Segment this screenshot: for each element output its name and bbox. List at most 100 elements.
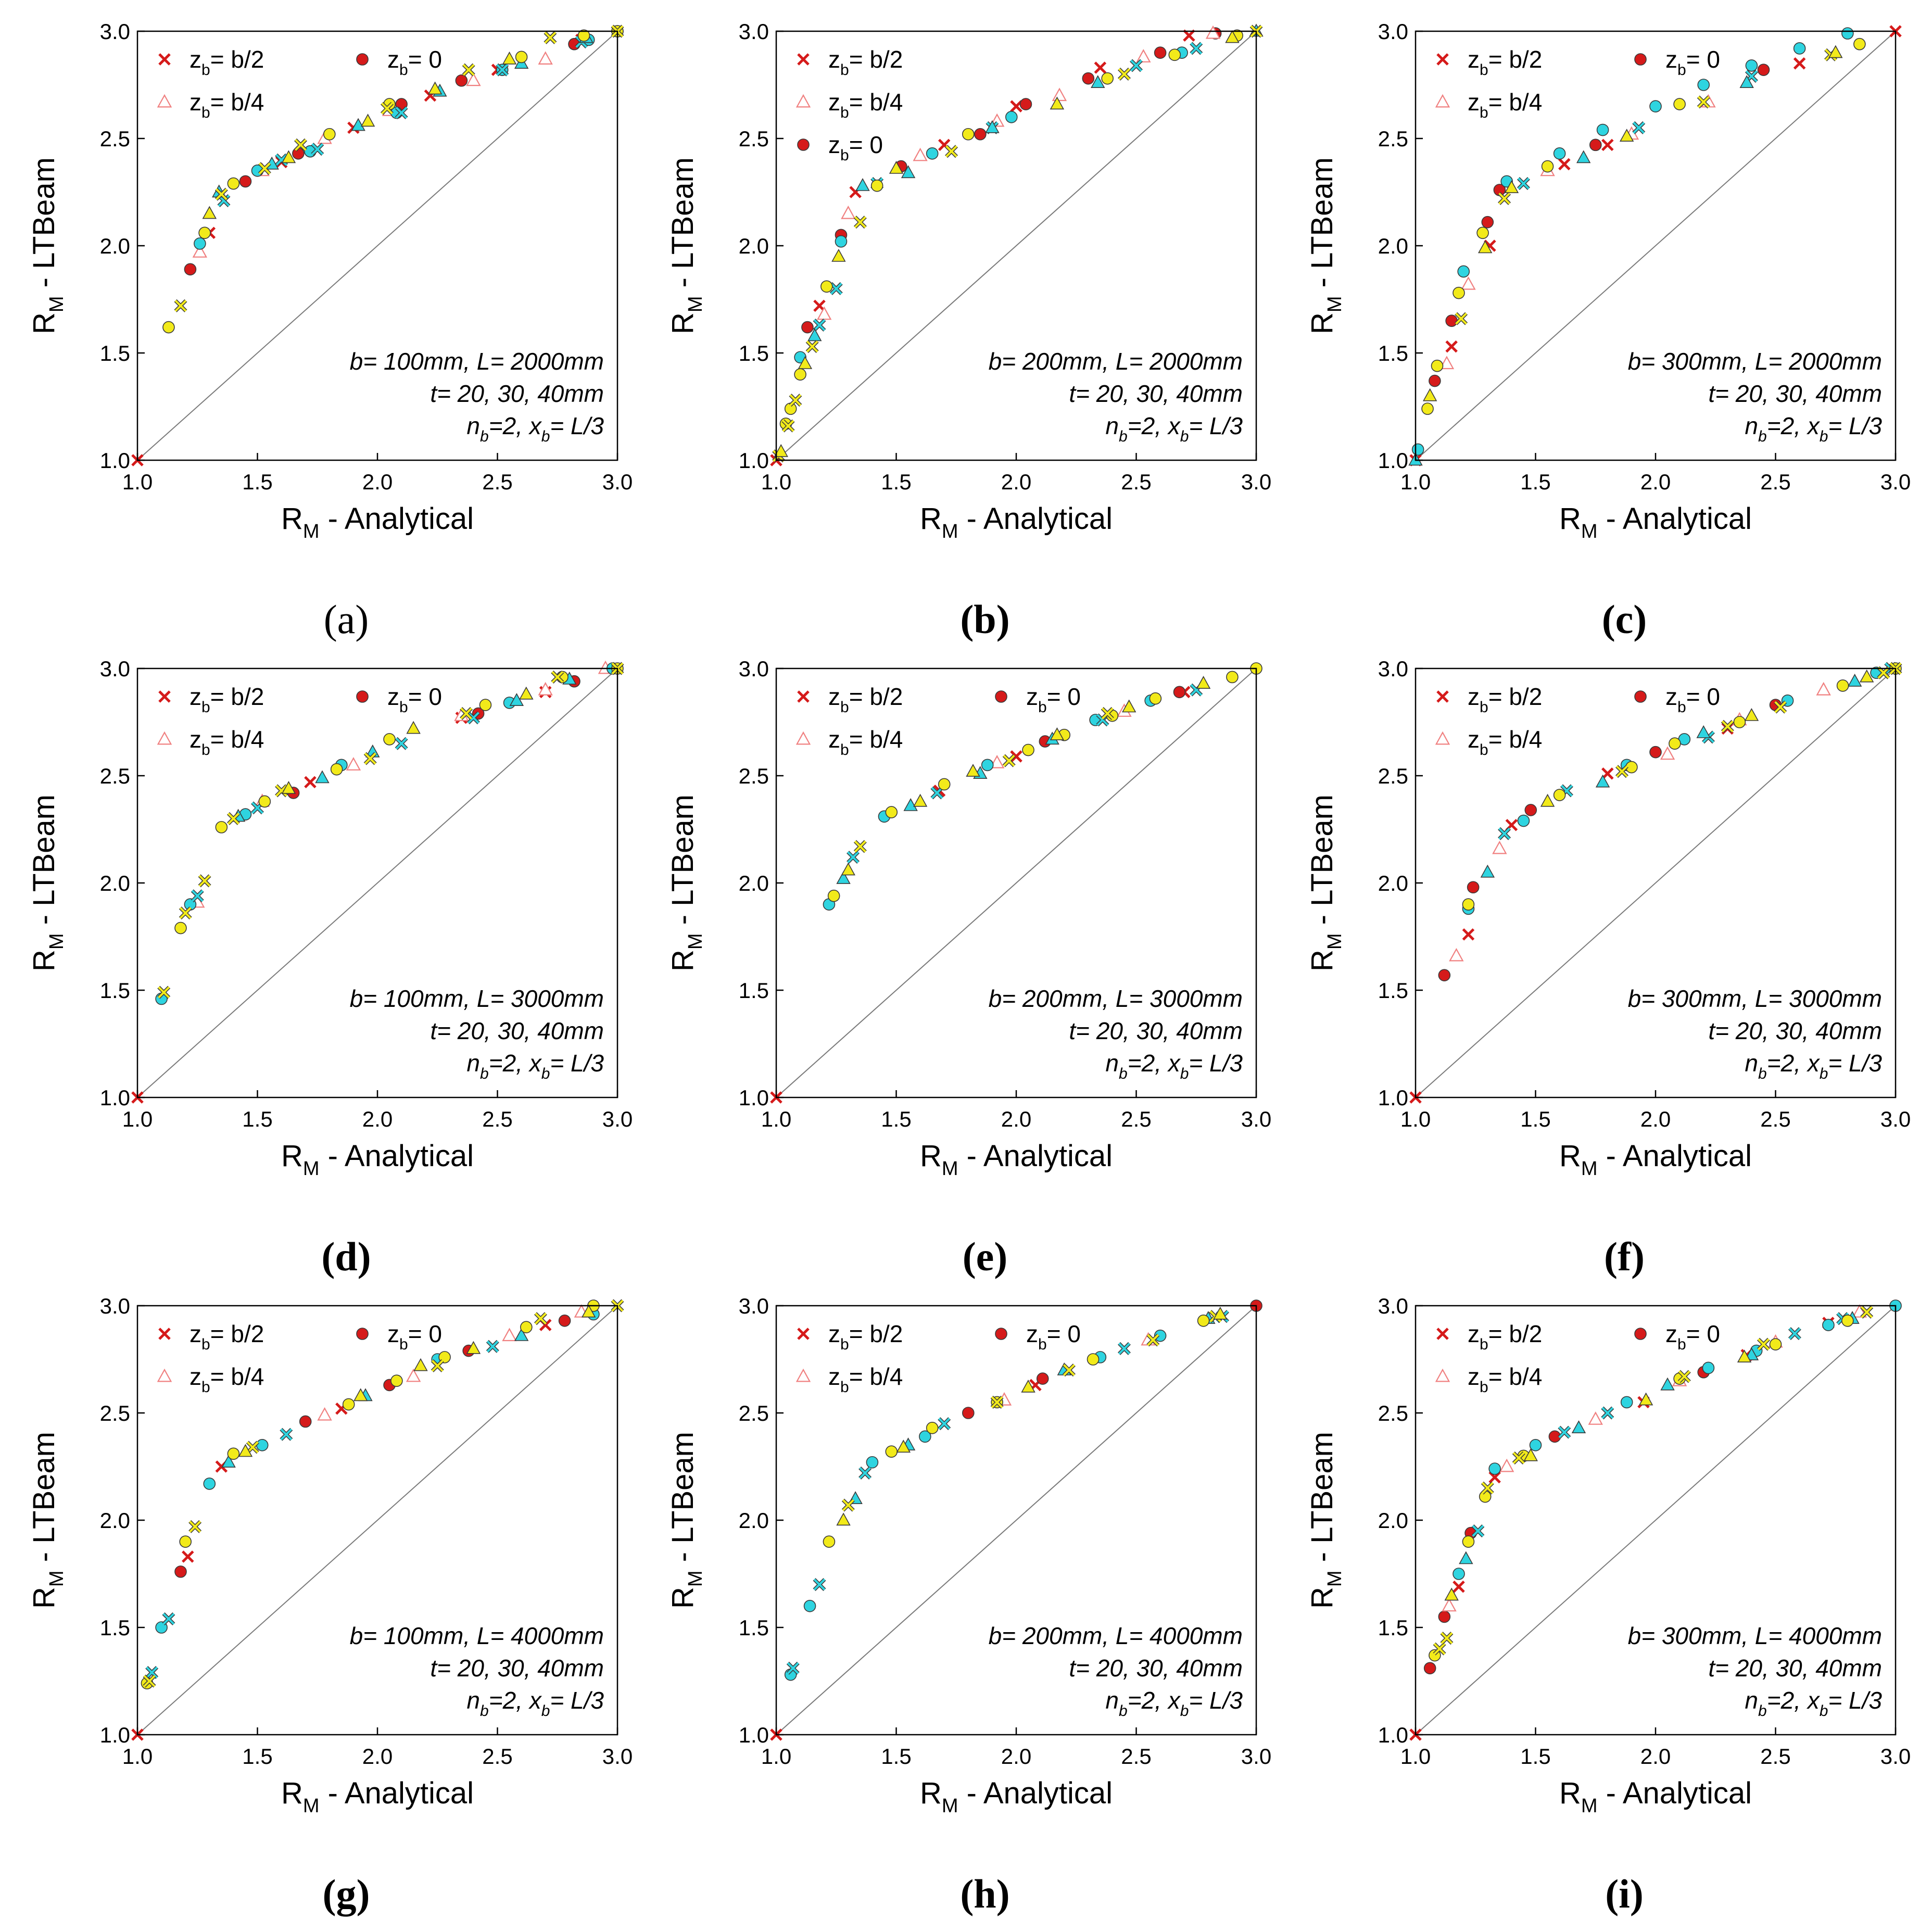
data-point (515, 50, 528, 64)
data-point (275, 154, 288, 166)
annotation: b= 200mm, L= 4000mm t= 20, 30, 40mm nb=2, … (989, 1622, 1243, 1720)
data-point (360, 113, 375, 127)
series-yellow-x (1455, 48, 1838, 325)
x-tick-label: 2.0 (362, 470, 393, 494)
reference-line (137, 31, 618, 461)
data-point (1462, 928, 1475, 941)
legend-label: zb= b/4 (190, 89, 264, 121)
data-point (1429, 374, 1441, 387)
x-tick-label: 3.0 (1241, 1744, 1271, 1769)
data-point (215, 188, 228, 200)
data-point (1601, 138, 1614, 151)
annotation-line: t= 20, 30, 40mm (430, 1655, 604, 1682)
data-point (938, 778, 951, 791)
x-tick-label: 2.0 (1640, 1107, 1671, 1131)
panel-e: 1.0 1.5 2.0 2.5 3.0 1.0 1.5 2.0 2.5 3.0 RM - Analy… (666, 656, 1271, 1279)
annotation-line: t= 20, 30, 40mm (1708, 1655, 1882, 1682)
x-axis-label: RM - Analytical (1559, 1776, 1752, 1817)
legend-label: zb= 0 (1026, 683, 1081, 716)
data-point (1421, 402, 1434, 415)
series-yellow-o (823, 1315, 1210, 1548)
x-tick-label: 1.5 (881, 1744, 911, 1769)
panel-h: 1.0 1.5 2.0 2.5 3.0 1.0 1.5 2.0 2.5 3.0 RM - Analy… (666, 1294, 1271, 1916)
y-tick-label: 1.0 (100, 1723, 130, 1747)
data-point (258, 795, 271, 808)
data-point (162, 1613, 175, 1625)
panel-letter: (g) (323, 1871, 370, 1916)
x-tick-label: 1.0 (761, 1107, 791, 1131)
y-tick-label: 2.5 (739, 127, 769, 151)
panel-i: 1.0 1.5 2.0 2.5 3.0 1.0 1.5 2.0 2.5 3.0 RM - Analy… (1305, 1294, 1911, 1916)
data-point (577, 29, 590, 42)
series-red-x (1409, 722, 1734, 1104)
data-point (1480, 864, 1495, 878)
data-point (1697, 96, 1710, 108)
data-point (841, 862, 855, 876)
y-tick-label: 3.0 (100, 1294, 130, 1318)
data-point (1173, 686, 1186, 699)
data-point (538, 681, 553, 696)
annotation-line: nb=2, xb= L/3 (1745, 412, 1882, 445)
annotation-line: nb=2, xb= L/3 (1745, 1050, 1882, 1082)
legend-label: zb= b/2 (1468, 1320, 1542, 1353)
legend: zb= b/2 zb= 0 zb= b/4 (157, 683, 442, 759)
x-tick-label: 2.5 (482, 1107, 512, 1131)
data-point (1455, 312, 1468, 325)
data-point (1154, 46, 1167, 59)
data-point (191, 890, 204, 902)
series-yellow-x (143, 1299, 624, 1688)
data-point (1553, 147, 1566, 160)
y-tick-label: 1.5 (739, 1615, 769, 1640)
y-tick-label: 1.5 (1378, 341, 1408, 365)
annotation-line: b= 100mm, L= 2000mm (350, 348, 604, 375)
data-point (182, 1550, 194, 1563)
legend-label: zb= 0 (387, 683, 442, 716)
data-point (836, 871, 851, 884)
x-tick-label: 3.0 (1241, 1107, 1271, 1131)
data-point (1022, 743, 1034, 756)
x-tick-label: 2.5 (482, 1744, 512, 1769)
data-point (896, 1439, 911, 1453)
data-point (311, 143, 324, 156)
annotation: b= 100mm, L= 2000mm t= 20, 30, 40mm nb=2, … (350, 348, 604, 445)
y-tick-label: 2.5 (1378, 764, 1408, 788)
data-point (782, 420, 794, 432)
x-tick-label: 2.5 (1121, 1744, 1151, 1769)
legend-marker (1436, 1328, 1449, 1340)
legend-label: zb= b/4 (828, 726, 903, 759)
data-point (427, 81, 443, 95)
panel-letter: (e) (963, 1234, 1008, 1279)
data-point (974, 128, 987, 141)
x-axis-label: RM - Analytical (920, 502, 1113, 542)
data-point (1616, 765, 1628, 778)
data-point (966, 764, 980, 777)
legend-marker (1634, 1328, 1647, 1340)
data-point (1576, 150, 1591, 163)
reference-line (776, 1305, 1257, 1735)
series-cyan-o (155, 1308, 600, 1634)
data-point (162, 321, 175, 334)
data-point (827, 889, 840, 902)
data-point (1462, 1535, 1475, 1548)
annotation-line: t= 20, 30, 40mm (1708, 380, 1882, 407)
data-point (406, 721, 421, 734)
legend-label: zb= b/2 (828, 46, 903, 79)
x-tick-label: 2.0 (362, 1107, 393, 1131)
data-point (179, 907, 192, 919)
data-point (538, 51, 553, 65)
data-point (1512, 1452, 1525, 1464)
data-point (870, 179, 883, 192)
series-cyan-x (786, 1310, 1229, 1675)
annotation-line: t= 20, 30, 40mm (1708, 1017, 1882, 1044)
data-point (381, 102, 393, 115)
legend-label: zb= 0 (828, 131, 883, 164)
x-tick-label: 2.5 (1760, 1744, 1790, 1769)
y-tick-label: 2.5 (739, 764, 769, 788)
data-point (1744, 708, 1759, 721)
legend-marker (795, 1368, 811, 1382)
data-point (395, 737, 408, 750)
data-point (1101, 708, 1114, 719)
data-point (1696, 725, 1711, 738)
data-point (926, 1422, 939, 1434)
data-point (885, 1445, 898, 1458)
